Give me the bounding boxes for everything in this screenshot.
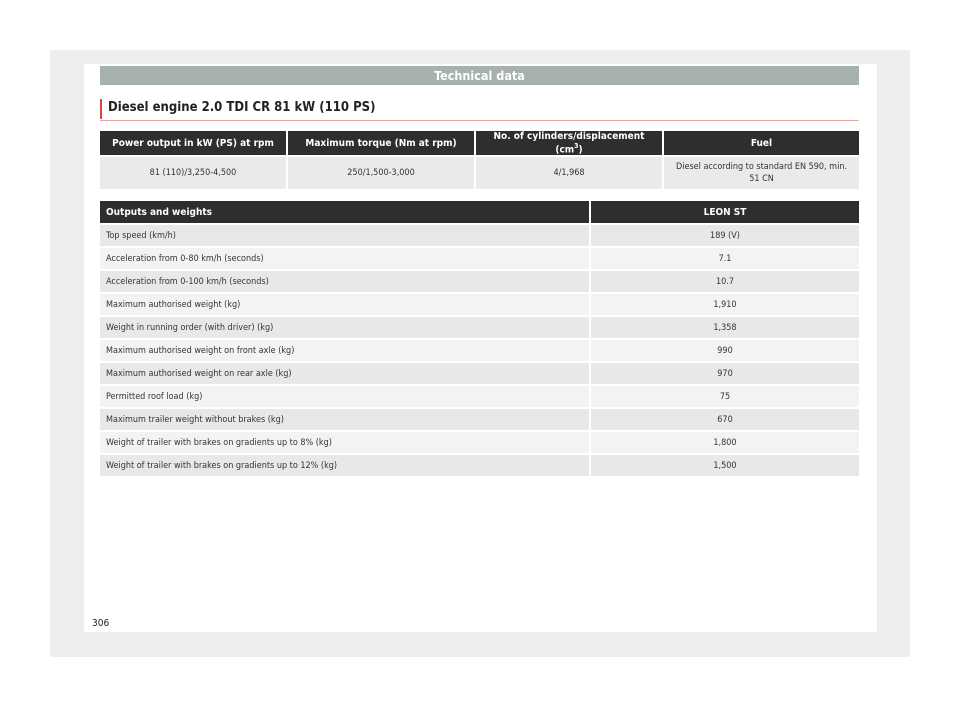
row-label: Weight of trailer with brakes on gradien… [100,455,589,476]
table-row: Top speed (km/h) 189 (V) [100,225,859,246]
cell-cylinders: 4/1,968 [476,157,662,190]
header-cylinders: No. of cylinders/displacement (cm3) [476,131,662,156]
table-row: Maximum authorised weight on rear axle (… [100,363,859,384]
row-label: Maximum authorised weight on front axle … [100,340,589,361]
row-label: Weight in running order (with driver) (k… [100,317,589,338]
header-cylinders-text: No. of cylinders/displacement (cm [493,131,645,156]
table-row: Maximum authorised weight (kg) 1,910 [100,294,859,315]
weights-table-header: Outputs and weights LEON ST [100,201,859,223]
row-label: Top speed (km/h) [100,225,589,246]
row-value: 7.1 [591,248,859,269]
page-title: Diesel engine 2.0 TDI CR 81 kW (110 PS) [108,100,376,115]
row-value: 75 [591,386,859,407]
header-cylinders-sup: 3 [574,142,579,150]
header-power: Power output in kW (PS) at rpm [100,131,286,156]
row-label: Maximum authorised weight on rear axle (… [100,363,589,384]
row-value: 990 [591,340,859,361]
table-row: Acceleration from 0-80 km/h (seconds) 7.1 [100,248,859,269]
table-row: Weight of trailer with brakes on gradien… [100,432,859,453]
row-value: 1,800 [591,432,859,453]
weights-table: Outputs and weights LEON ST Top speed (k… [98,199,861,478]
engine-table-row: 81 (110)/3,250-4,500 250/1,500-3,000 4/1… [100,157,859,190]
section-banner: Technical data [100,66,859,85]
row-value: 189 (V) [591,225,859,246]
table-row: Weight of trailer with brakes on gradien… [100,455,859,476]
table-row: Maximum authorised weight on front axle … [100,340,859,361]
header-torque: Maximum torque (Nm at rpm) [288,131,474,156]
row-value: 10.7 [591,271,859,292]
row-label: Weight of trailer with brakes on gradien… [100,432,589,453]
header-model: LEON ST [591,201,859,223]
row-value: 1,500 [591,455,859,476]
row-label: Acceleration from 0-80 km/h (seconds) [100,248,589,269]
cell-power: 81 (110)/3,250-4,500 [100,157,286,190]
engine-table: Power output in kW (PS) at rpm Maximum t… [98,129,861,191]
cell-torque: 250/1,500-3,000 [288,157,474,190]
row-label: Permitted roof load (kg) [100,386,589,407]
row-label: Maximum trailer weight without brakes (k… [100,409,589,430]
page-number: 306 [92,618,110,629]
title-block: Diesel engine 2.0 TDI CR 81 kW (110 PS) [100,97,859,121]
header-outputs-weights: Outputs and weights [100,201,589,223]
header-cylinders-close: ) [578,144,583,156]
row-label: Acceleration from 0-100 km/h (seconds) [100,271,589,292]
row-value: 1,358 [591,317,859,338]
row-label: Maximum authorised weight (kg) [100,294,589,315]
table-row: Acceleration from 0-100 km/h (seconds) 10… [100,271,859,292]
title-accent-bar [100,99,102,119]
table-row: Weight in running order (with driver) (k… [100,317,859,338]
row-value: 1,910 [591,294,859,315]
cell-fuel: Diesel according to standard EN 590, min… [664,157,859,190]
row-value: 670 [591,409,859,430]
table-row: Maximum trailer weight without brakes (k… [100,409,859,430]
header-fuel: Fuel [664,131,859,156]
row-value: 970 [591,363,859,384]
engine-table-header: Power output in kW (PS) at rpm Maximum t… [100,131,859,156]
table-row: Permitted roof load (kg) 75 [100,386,859,407]
